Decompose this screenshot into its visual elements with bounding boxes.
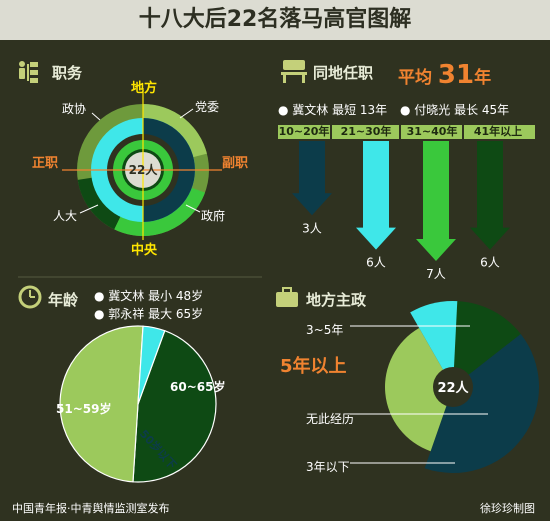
label-zhengfu: 政府 <box>201 209 226 223</box>
local-label-none: 无此经历 <box>306 412 355 426</box>
age-label-60-65: 60~65岁 <box>170 380 226 394</box>
tenure-average: 平均 31年 <box>398 60 491 90</box>
local-pie-chart <box>350 301 539 473</box>
tenure-arrow-bar <box>356 141 396 250</box>
local-pie-slice <box>424 334 539 473</box>
org-chart-icon <box>19 61 38 83</box>
age-note-min: ● 冀文林 最小 48岁 <box>94 289 204 303</box>
tenure-arrow-bar <box>416 141 456 261</box>
tenure-category-label: 10~20年 <box>279 124 330 138</box>
average-label: 平均 <box>398 68 432 88</box>
clock-icon <box>18 285 42 309</box>
tenure-note-min: ● 冀文林 最短 13年 <box>278 103 388 117</box>
tenure-value-label: 7人 <box>426 267 446 281</box>
local-label-under3: 3年以下 <box>306 460 350 474</box>
age-title: 年龄 <box>48 291 79 309</box>
average-value: 31 <box>437 60 475 90</box>
local-pie-slice <box>385 328 453 452</box>
age-pie-slice <box>59 325 144 483</box>
tenure-arrow-bar <box>470 141 510 250</box>
local-pie-slice <box>453 301 521 387</box>
position-ring-chart <box>62 88 222 240</box>
tenure-category-label: 41年以上 <box>474 124 522 138</box>
tenure-bar-chart: 3人 10~20年 6人 21~30年 7人 31~40年 6人 41年以上 <box>278 124 535 281</box>
tenure-category-label: 31~40年 <box>407 124 458 138</box>
briefcase-icon <box>276 287 298 307</box>
title-banner <box>0 0 550 40</box>
tenure-arrow-bar <box>292 141 332 216</box>
desk-icon <box>281 60 307 83</box>
tenure-title: 同地任职 <box>313 64 374 82</box>
label-difang: 地方 <box>131 81 158 96</box>
tenure-category-label: 21~30年 <box>341 124 392 138</box>
local-pie-slice <box>410 301 458 387</box>
label-dangwei: 党委 <box>195 100 220 114</box>
label-fuzhi: 副职 <box>222 156 249 171</box>
tenure-band <box>278 125 535 139</box>
local-center-label: 22人 <box>437 381 469 396</box>
page-title: 十八大后22名落马高官图解 <box>138 7 412 32</box>
label-zhengxie: 政协 <box>62 102 87 116</box>
tenure-value-label: 6人 <box>366 256 386 270</box>
age-pie-chart <box>59 325 217 483</box>
age-note-max: ● 郭永祥 最大 65岁 <box>94 307 204 321</box>
age-pie-slice <box>132 329 217 483</box>
label-zhongyang: 中央 <box>131 243 158 258</box>
label-renda: 人大 <box>53 209 78 223</box>
local-label-5plus: 5年以上 <box>280 356 347 377</box>
local-pie-center <box>433 367 473 407</box>
position-title: 职务 <box>52 64 83 82</box>
label-zhengzhi: 正职 <box>32 156 59 171</box>
age-pie-slice <box>137 325 166 405</box>
age-label-51-59: 51~59岁 <box>56 402 112 416</box>
local-label-3-5: 3~5年 <box>306 323 344 337</box>
position-center-label: 22人 <box>128 163 158 177</box>
local-title: 地方主政 <box>306 291 367 309</box>
tenure-value-label: 3人 <box>302 221 322 235</box>
tenure-value-label: 6人 <box>480 256 500 270</box>
tenure-note-max: ● 付晓光 最长 45年 <box>400 103 510 117</box>
average-unit: 年 <box>474 68 492 88</box>
footer-credit: 徐珍珍制图 <box>480 502 535 515</box>
footer-source: 中国青年报·中青舆情监测室发布 <box>12 502 170 515</box>
